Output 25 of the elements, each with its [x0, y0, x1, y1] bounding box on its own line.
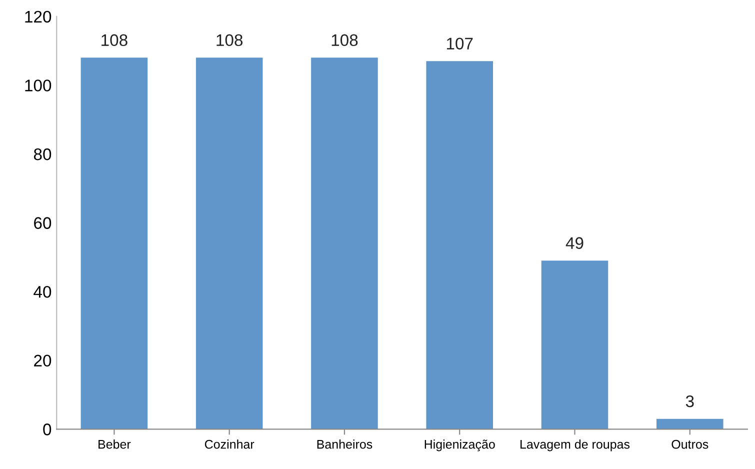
bar: [656, 418, 724, 430]
x-tick-label: Outros: [672, 440, 708, 449]
bar: [426, 61, 493, 430]
data-label: 108: [332, 34, 358, 46]
bar: [196, 58, 263, 430]
y-tick-label: 80: [34, 148, 52, 160]
y-tick-label: 100: [25, 80, 52, 92]
data-label: 108: [216, 34, 243, 46]
y-tick-label: 120: [25, 10, 52, 23]
y-tick-label: 60: [34, 217, 52, 229]
data-label: 107: [446, 38, 473, 50]
x-tick-label: Lavagem de roupas: [520, 440, 630, 452]
bar: [541, 260, 608, 430]
x-tick-label: Beber: [98, 440, 131, 449]
y-tick-label: 40: [34, 286, 52, 298]
x-tick-label: Higienização: [424, 440, 495, 452]
bar: [80, 58, 148, 430]
y-tick-label: 0: [43, 424, 52, 436]
data-label: 3: [686, 395, 694, 408]
data-label: 49: [566, 237, 584, 249]
bar: [311, 58, 378, 430]
data-label: 108: [102, 34, 128, 46]
x-tick-label: Banheiros: [317, 440, 372, 449]
x-tick-label: Cozinhar: [204, 440, 254, 449]
y-tick-label: 20: [34, 354, 52, 367]
